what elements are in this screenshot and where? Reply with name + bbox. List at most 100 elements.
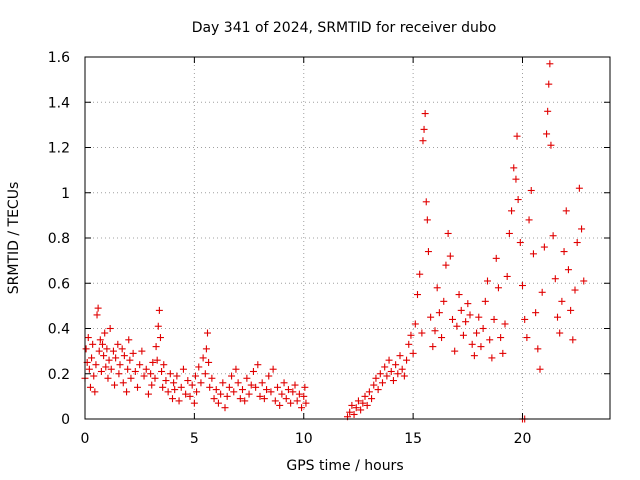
data-point: [274, 383, 281, 391]
data-point: [154, 322, 162, 330]
data-point: [263, 386, 271, 394]
data-point: [354, 397, 362, 405]
data-point: [376, 370, 384, 378]
data-point: [523, 334, 531, 342]
data-point: [389, 377, 397, 385]
data-point: [138, 347, 146, 355]
data-point: [278, 390, 286, 398]
data-point: [232, 365, 240, 373]
data-point: [151, 374, 159, 382]
data-point: [115, 370, 123, 378]
data-point: [147, 370, 155, 378]
data-point: [433, 284, 441, 292]
data-point: [444, 229, 452, 237]
data-point: [529, 250, 537, 258]
data-point: [301, 383, 309, 391]
data-point: [93, 311, 101, 319]
data-point: [107, 365, 115, 373]
data-point: [409, 349, 417, 357]
data-point: [204, 329, 211, 337]
data-point: [188, 381, 196, 389]
data-point: [205, 358, 213, 366]
data-point: [193, 388, 201, 396]
data-point: [225, 383, 233, 391]
data-point: [527, 186, 535, 194]
data-point: [114, 340, 122, 348]
data-point: [346, 408, 354, 416]
data-point: [217, 390, 225, 398]
data-point: [169, 395, 176, 403]
data-point: [289, 388, 297, 396]
data-point: [446, 252, 454, 260]
data-point: [403, 356, 411, 364]
data-point: [427, 313, 435, 321]
data-point: [525, 216, 533, 224]
data-point: [160, 361, 168, 369]
data-point: [166, 370, 174, 378]
data-point: [575, 184, 583, 192]
data-point: [101, 329, 109, 337]
data-point: [451, 347, 459, 355]
data-point: [569, 336, 577, 344]
data-point: [394, 370, 402, 378]
data-point: [210, 395, 218, 403]
data-point: [302, 399, 310, 407]
data-point: [265, 372, 273, 380]
data-point: [449, 315, 456, 323]
data-point: [562, 207, 570, 215]
data-point: [142, 365, 150, 373]
data-point: [348, 401, 356, 409]
y-tick-label: 0.8: [48, 231, 70, 247]
data-point: [554, 313, 561, 321]
data-point: [177, 383, 185, 391]
data-point: [136, 361, 144, 369]
data-point: [269, 365, 277, 373]
data-point: [414, 291, 421, 299]
data-point: [438, 334, 446, 342]
x-tick-label: 20: [514, 431, 532, 447]
data-point: [370, 381, 378, 389]
data-point: [501, 320, 509, 328]
data-point: [300, 392, 308, 400]
axis-ticks-layer: 0 5 10 15 20 0 0.2 0.4 0.6 0.8 1 1.2 1.4 1.6: [48, 50, 610, 447]
data-point: [462, 318, 470, 326]
data-point: [86, 383, 94, 391]
data-point: [118, 345, 126, 353]
data-point: [104, 374, 112, 382]
y-tick-label: 0: [61, 412, 70, 428]
data-point: [536, 365, 544, 373]
data-point: [477, 343, 485, 351]
data-point: [111, 381, 119, 389]
data-point: [468, 340, 476, 348]
data-point: [97, 367, 105, 375]
data-point: [129, 349, 137, 357]
data-point: [440, 297, 448, 305]
data-point: [152, 343, 160, 351]
data-point: [514, 196, 522, 204]
data-point: [519, 282, 526, 290]
data-point: [230, 388, 238, 396]
data-point: [206, 383, 214, 391]
data-point: [134, 383, 141, 391]
data-point: [385, 356, 393, 364]
data-point: [424, 248, 432, 256]
y-axis-label: SRMTID / TECUs: [6, 182, 22, 295]
data-point: [398, 365, 406, 373]
data-point: [365, 388, 373, 396]
data-point: [510, 164, 518, 172]
y-tick-label: 1.2: [48, 141, 70, 157]
data-point: [156, 334, 164, 342]
data-point: [221, 404, 229, 412]
grid-layer: [85, 57, 610, 419]
data-point: [407, 331, 415, 339]
x-tick-label: 15: [404, 431, 422, 447]
data-point: [556, 329, 564, 337]
data-point: [513, 132, 521, 140]
data-point: [479, 325, 487, 332]
data-point: [503, 272, 511, 280]
x-tick-label: 0: [81, 431, 90, 447]
data-point: [155, 306, 163, 314]
data-point: [191, 372, 199, 380]
data-point: [245, 390, 253, 398]
